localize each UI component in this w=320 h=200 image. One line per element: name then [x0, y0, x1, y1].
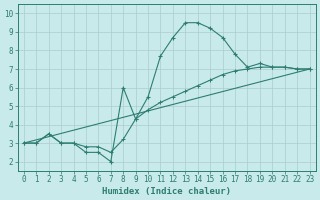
X-axis label: Humidex (Indice chaleur): Humidex (Indice chaleur): [102, 187, 231, 196]
